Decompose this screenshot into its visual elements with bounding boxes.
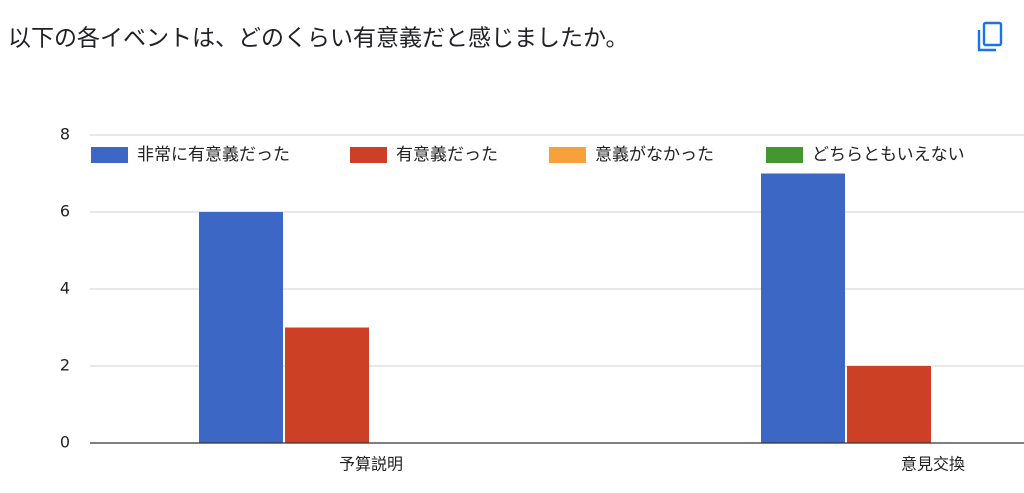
chart-title: 以下の各イベントは、どのくらい有意義だと感じましたか。: [8, 26, 629, 52]
x-tick-label: 意見交換: [901, 455, 965, 474]
copy-icon[interactable]: [977, 21, 1003, 52]
legend-label: 非常に有意義だった: [137, 145, 290, 165]
y-tick-label: 6: [60, 202, 70, 221]
legend-swatch: [549, 147, 586, 163]
bar: [761, 173, 845, 443]
y-tick-label: 0: [60, 433, 70, 452]
legend-label: 意義がなかった: [595, 145, 714, 165]
legend-swatch: [91, 147, 128, 163]
legend-swatch: [766, 147, 803, 163]
copy-icon-back: [977, 30, 996, 52]
legend-label: 有意義だった: [396, 145, 498, 165]
copy-icon-front: [982, 21, 1003, 47]
bar: [847, 366, 931, 443]
y-tick-label: 2: [60, 356, 70, 375]
bar: [285, 327, 369, 443]
y-tick-label: 4: [60, 279, 70, 298]
x-tick-label: 予算説明: [339, 455, 403, 474]
legend-label: どちらともいえない: [812, 145, 965, 165]
bar: [199, 212, 283, 443]
y-tick-label: 8: [60, 125, 70, 144]
legend-swatch: [350, 147, 387, 163]
